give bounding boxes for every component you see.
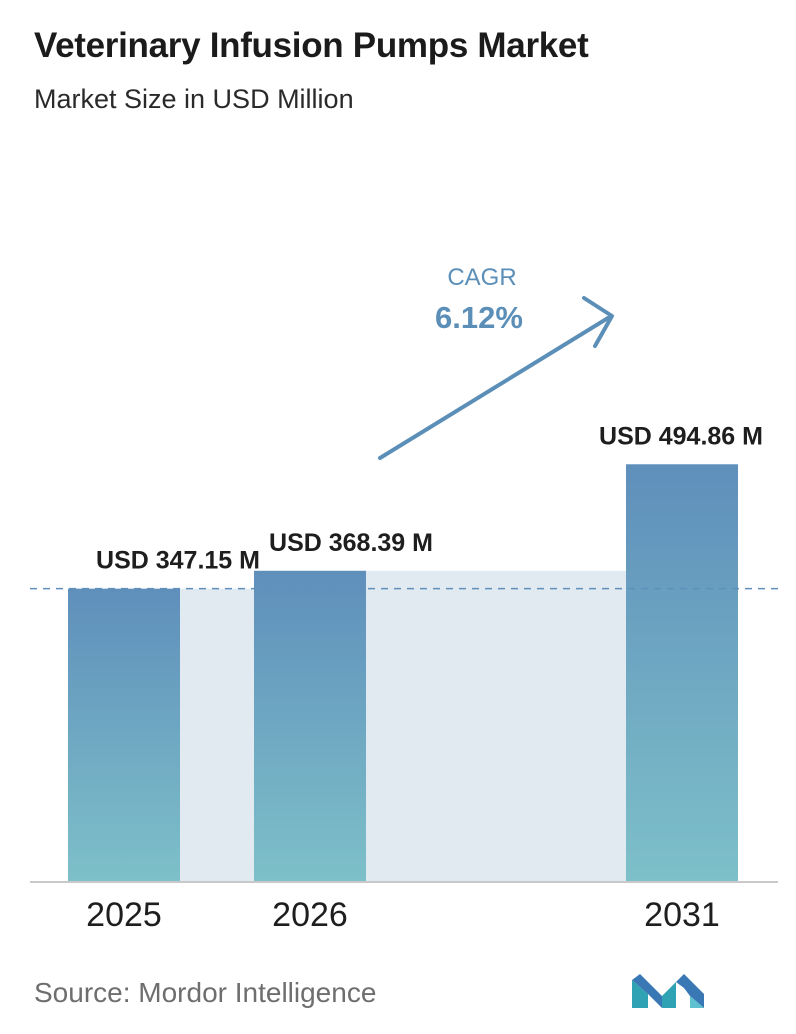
source-text: Source: Mordor Intelligence	[34, 977, 377, 1008]
background-bands	[180, 570, 626, 881]
cagr-arrow-head	[582, 296, 614, 348]
chart-subtitle: Market Size in USD Million	[34, 84, 354, 114]
value-label-2031: USD 494.86 M	[599, 422, 763, 450]
bar-chart: CAGR 6.12% USD 347.15 M USD 368.39 M USD 49…	[30, 264, 778, 934]
bar-2031	[626, 464, 738, 881]
band-2025	[180, 588, 254, 881]
band-2026	[366, 570, 626, 881]
x-tick-label-2031: 2031	[644, 896, 720, 934]
chart-title: Veterinary Infusion Pumps Market	[34, 26, 589, 65]
cagr-label: CAGR	[447, 264, 516, 291]
value-label-2026: USD 368.39 M	[269, 529, 433, 557]
value-label-2025: USD 347.15 M	[96, 547, 260, 575]
bar-2025	[68, 588, 180, 881]
reference-line-group	[30, 587, 778, 883]
cagr-arrow-shaft	[378, 316, 610, 460]
x-tick-label-2025: 2025	[86, 896, 162, 934]
bar-2026	[254, 570, 366, 881]
labels-group: USD 347.15 M USD 368.39 M USD 494.86 M 2025…	[86, 422, 763, 934]
cagr-annotation: CAGR 6.12%	[378, 264, 614, 460]
bars-group	[68, 464, 738, 881]
mordor-intelligence-logo-icon	[632, 974, 704, 1008]
cagr-value: 6.12%	[435, 300, 523, 335]
x-tick-label-2026: 2026	[272, 896, 348, 934]
